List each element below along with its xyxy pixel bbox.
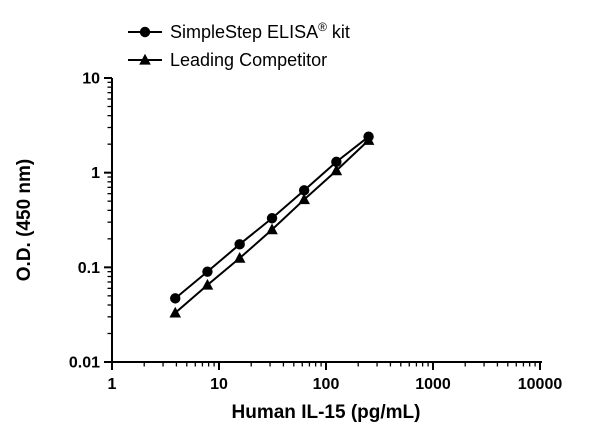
marker-triangle — [201, 278, 214, 290]
marker-triangle — [266, 223, 278, 235]
y-tick-label: 0.01 — [69, 355, 100, 372]
y-tick-label: 0.1 — [78, 260, 100, 277]
marker-circle — [298, 185, 310, 196]
tick-labels: 1 10 100 1000 10000 0.01 0.1 1 10 — [69, 71, 562, 394]
legend-item-1: Leading Competitor — [128, 50, 327, 70]
y-tick-label: 10 — [82, 71, 100, 88]
marker-triangle — [139, 53, 151, 65]
marker-triangle — [233, 251, 246, 263]
legend-label: Leading Competitor — [170, 50, 327, 70]
marker-circle — [139, 26, 151, 38]
marker-triangle — [169, 306, 182, 318]
y-axis-label: O.D. (450 nm) — [14, 159, 35, 281]
x-tick-label: 100 — [313, 376, 340, 393]
x-axis-label: Human IL-15 (pg/mL) — [232, 402, 421, 423]
marker-circle — [170, 293, 181, 304]
x-tick-label: 10000 — [518, 376, 563, 393]
legend-item-0: SimpleStep ELISA® kit — [128, 20, 350, 42]
marker-circle — [331, 156, 342, 168]
axis-ticks — [104, 77, 541, 370]
marker-triangle — [362, 134, 375, 145]
series-0 — [170, 131, 374, 304]
marker-triangle — [298, 193, 310, 205]
y-tick-label: 1 — [91, 165, 100, 182]
marker-triangle — [330, 164, 343, 176]
x-tick-label: 1 — [108, 376, 117, 393]
marker-circle — [202, 266, 213, 277]
series-1 — [169, 134, 375, 318]
marker-circle — [266, 213, 278, 224]
axes — [111, 78, 542, 363]
legend: SimpleStep ELISA® kit Leading Competitor — [128, 20, 350, 70]
x-tick-label: 10 — [210, 376, 228, 393]
marker-circle — [234, 239, 245, 250]
x-tick-label: 1000 — [415, 376, 451, 393]
legend-label: SimpleStep ELISA® kit — [170, 20, 350, 42]
